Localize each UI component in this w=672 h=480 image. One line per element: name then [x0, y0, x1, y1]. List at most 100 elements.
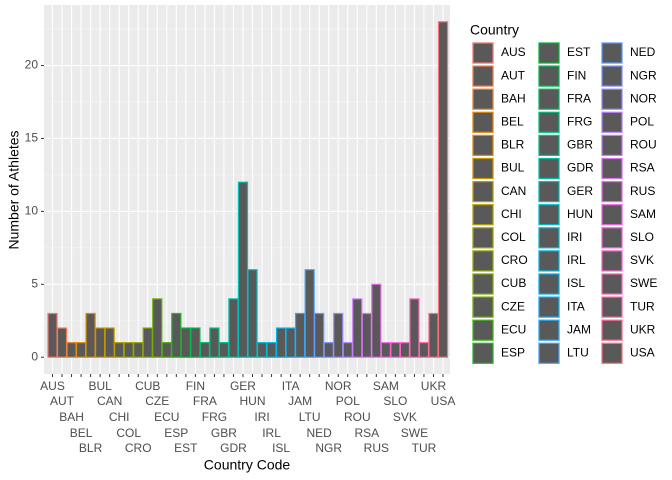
bar [75, 342, 87, 358]
bar [342, 342, 353, 358]
legend-key [472, 204, 494, 226]
legend-label: CAN [501, 184, 526, 198]
legend-key [601, 204, 623, 226]
bar [371, 283, 382, 358]
bar [123, 342, 134, 358]
legend-key [601, 88, 623, 110]
bar [56, 327, 68, 358]
legend-key [601, 227, 623, 249]
x-tick-label: FRG [202, 410, 227, 424]
x-tick-label: RUS [364, 441, 389, 455]
legend-label: NOR [630, 91, 657, 105]
bar [190, 327, 201, 358]
bar [352, 298, 363, 358]
legend-key [472, 227, 494, 249]
legend-key [472, 88, 494, 110]
legend-label: SWE [630, 276, 657, 290]
bar [66, 342, 77, 358]
y-tick-label: 5 [31, 276, 38, 290]
bar [199, 342, 211, 358]
legend-label: AUT [501, 68, 526, 82]
legend-label: NGR [630, 68, 657, 82]
x-tick-label: EST [174, 441, 198, 455]
x-tick-label: NOR [325, 379, 352, 393]
x-tick-label: BEL [70, 426, 93, 440]
x-tick-label: CRO [125, 441, 152, 455]
legend-label: CRO [501, 253, 528, 267]
bar [418, 342, 430, 358]
legend-label: SAM [630, 207, 656, 221]
legend-key [472, 250, 494, 272]
x-tick-label: IRL [262, 426, 281, 440]
legend-key [538, 342, 560, 364]
x-tick-label: CUB [135, 379, 160, 393]
legend-key [601, 65, 623, 87]
legend-key [601, 157, 623, 180]
legend-label: IRI [567, 230, 582, 244]
x-tick-label: SAM [373, 379, 399, 393]
legend-key [538, 88, 560, 110]
bar [85, 312, 96, 358]
legend-key [538, 157, 560, 180]
legend-key [472, 157, 494, 180]
bar [104, 327, 115, 358]
bar [390, 342, 401, 358]
x-axis-title: Country Code [204, 457, 291, 473]
legend-label: AUS [501, 45, 526, 59]
legend-key [601, 134, 623, 156]
bar [47, 312, 58, 358]
x-tick-label: CHI [109, 410, 130, 424]
bar [285, 327, 296, 358]
x-tick-label: NED [307, 426, 333, 440]
legend-label: ITA [567, 299, 585, 313]
x-tick-label: LTU [299, 410, 321, 424]
legend-key [538, 273, 560, 295]
bar [428, 312, 439, 358]
x-tick-label: POL [336, 394, 360, 408]
bar [323, 342, 334, 358]
legend-label: EST [567, 45, 591, 59]
x-tick-label: AUT [50, 394, 75, 408]
legend-label: POL [630, 114, 654, 128]
bar [133, 342, 144, 358]
bar [209, 327, 220, 358]
x-tick-label: ISL [272, 441, 290, 455]
y-tick-label: 15 [25, 131, 39, 145]
x-tick-label: BAH [59, 410, 84, 424]
bar [218, 342, 230, 358]
x-tick-label: GER [230, 379, 256, 393]
legend-key [538, 204, 560, 226]
legend-key [472, 181, 494, 203]
x-tick-label: CAN [97, 394, 122, 408]
x-tick-label: COL [116, 426, 141, 440]
x-tick-label: HUN [240, 394, 266, 408]
bar [437, 21, 449, 358]
legend-label: CUB [501, 276, 526, 290]
legend-label: ESP [501, 345, 525, 359]
legend-label: JAM [567, 322, 591, 336]
legend-key [601, 111, 623, 133]
x-tick-label: UKR [421, 379, 447, 393]
legend-label: IRL [567, 253, 586, 267]
legend-key [538, 296, 560, 318]
x-tick-label: FIN [186, 379, 205, 393]
bar [256, 342, 268, 358]
x-tick-label: GDR [220, 441, 247, 455]
bar [180, 327, 191, 358]
legend-key [538, 319, 560, 341]
bar [380, 342, 391, 358]
x-tick-label: SLO [383, 394, 407, 408]
legend-key [601, 273, 623, 295]
legend-key [601, 342, 623, 364]
legend-label: NED [630, 45, 656, 59]
bar [142, 327, 153, 358]
bar [304, 269, 315, 358]
legend-key [538, 250, 560, 272]
legend-key [601, 319, 623, 341]
legend-key [538, 111, 560, 133]
legend-key [538, 134, 560, 156]
x-tick-label: NGR [315, 441, 342, 455]
bar [228, 298, 239, 358]
legend-label: GDR [567, 161, 594, 175]
x-tick-label: USA [431, 394, 456, 408]
